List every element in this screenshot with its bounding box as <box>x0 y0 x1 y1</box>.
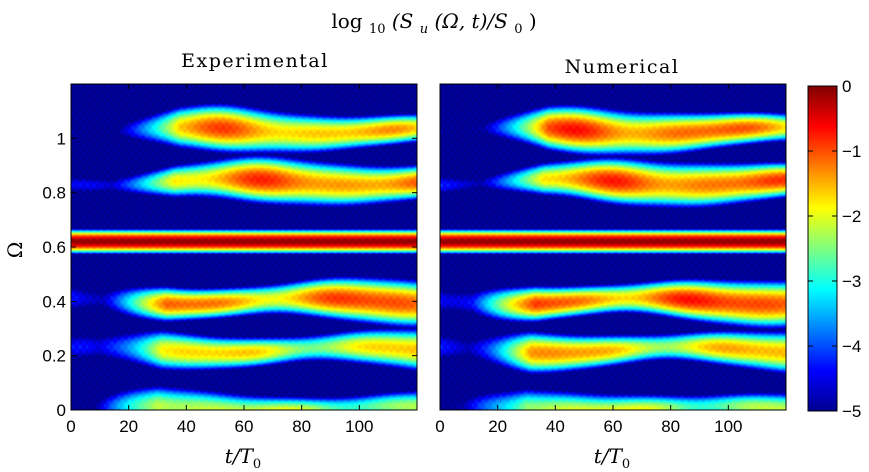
y-tick-label: 0.8 <box>42 184 66 203</box>
colorbar-tick-label: −3 <box>842 272 861 291</box>
colorbar-gradient <box>808 86 837 411</box>
x-tick-label: 60 <box>604 417 623 436</box>
x-tick-label: 20 <box>119 417 138 436</box>
x-tick-label: 40 <box>177 417 196 436</box>
colorbar-tick-label: 0 <box>842 77 851 96</box>
x-tick-label: 80 <box>661 417 680 436</box>
axes-experimental: 0 20 40 60 80 100 0 0.2 0.4 0.6 0.8 1 <box>42 84 417 436</box>
heatmap-canvas-experimental <box>71 84 417 410</box>
colorbar-tick-label: −5 <box>842 402 861 421</box>
colorbar-tick-label: −1 <box>842 142 861 161</box>
x-axis-label-experimental: t/T0 <box>225 444 261 472</box>
x-tick-label: 40 <box>546 417 565 436</box>
y-tick-label: 0 <box>57 401 66 420</box>
y-tick-label: 0.4 <box>42 292 66 311</box>
colorbar-tick-label: −2 <box>842 207 861 226</box>
panel-title-experimental: Experimental <box>181 50 329 72</box>
y-tick-label: 0.2 <box>42 347 66 366</box>
heatmap-numerical <box>439 83 787 411</box>
y-tick-label: 0.6 <box>42 238 66 257</box>
colorbar: 0 −1 −2 −3 −4 −5 <box>807 77 861 421</box>
x-tick-label: 0 <box>435 417 444 436</box>
heatmap-experimental <box>70 83 418 411</box>
x-tick-label: 20 <box>488 417 507 436</box>
x-tick-label: 80 <box>292 417 311 436</box>
colorbar-ticks: 0 −1 −2 −3 −4 −5 <box>808 77 861 421</box>
x-axis-label-numerical: t/T0 <box>594 444 630 472</box>
axes-numerical: 0 20 40 60 80 100 <box>435 84 743 436</box>
heatmap-canvas-numerical <box>440 84 786 410</box>
colorbar-frame <box>807 85 838 412</box>
x-tick-label: 100 <box>714 417 742 436</box>
panel-title-numerical: Numerical <box>565 56 680 78</box>
colorbar-tick-label: −4 <box>842 337 861 356</box>
x-tick-label: 100 <box>345 417 373 436</box>
figure-title: log 10 (S u (Ω, t)/S 0 ) <box>331 9 536 38</box>
y-axis-label: Ω <box>3 242 27 259</box>
x-tick-label: 0 <box>66 417 75 436</box>
y-tick-label: 1 <box>57 129 66 148</box>
x-tick-label: 60 <box>235 417 254 436</box>
